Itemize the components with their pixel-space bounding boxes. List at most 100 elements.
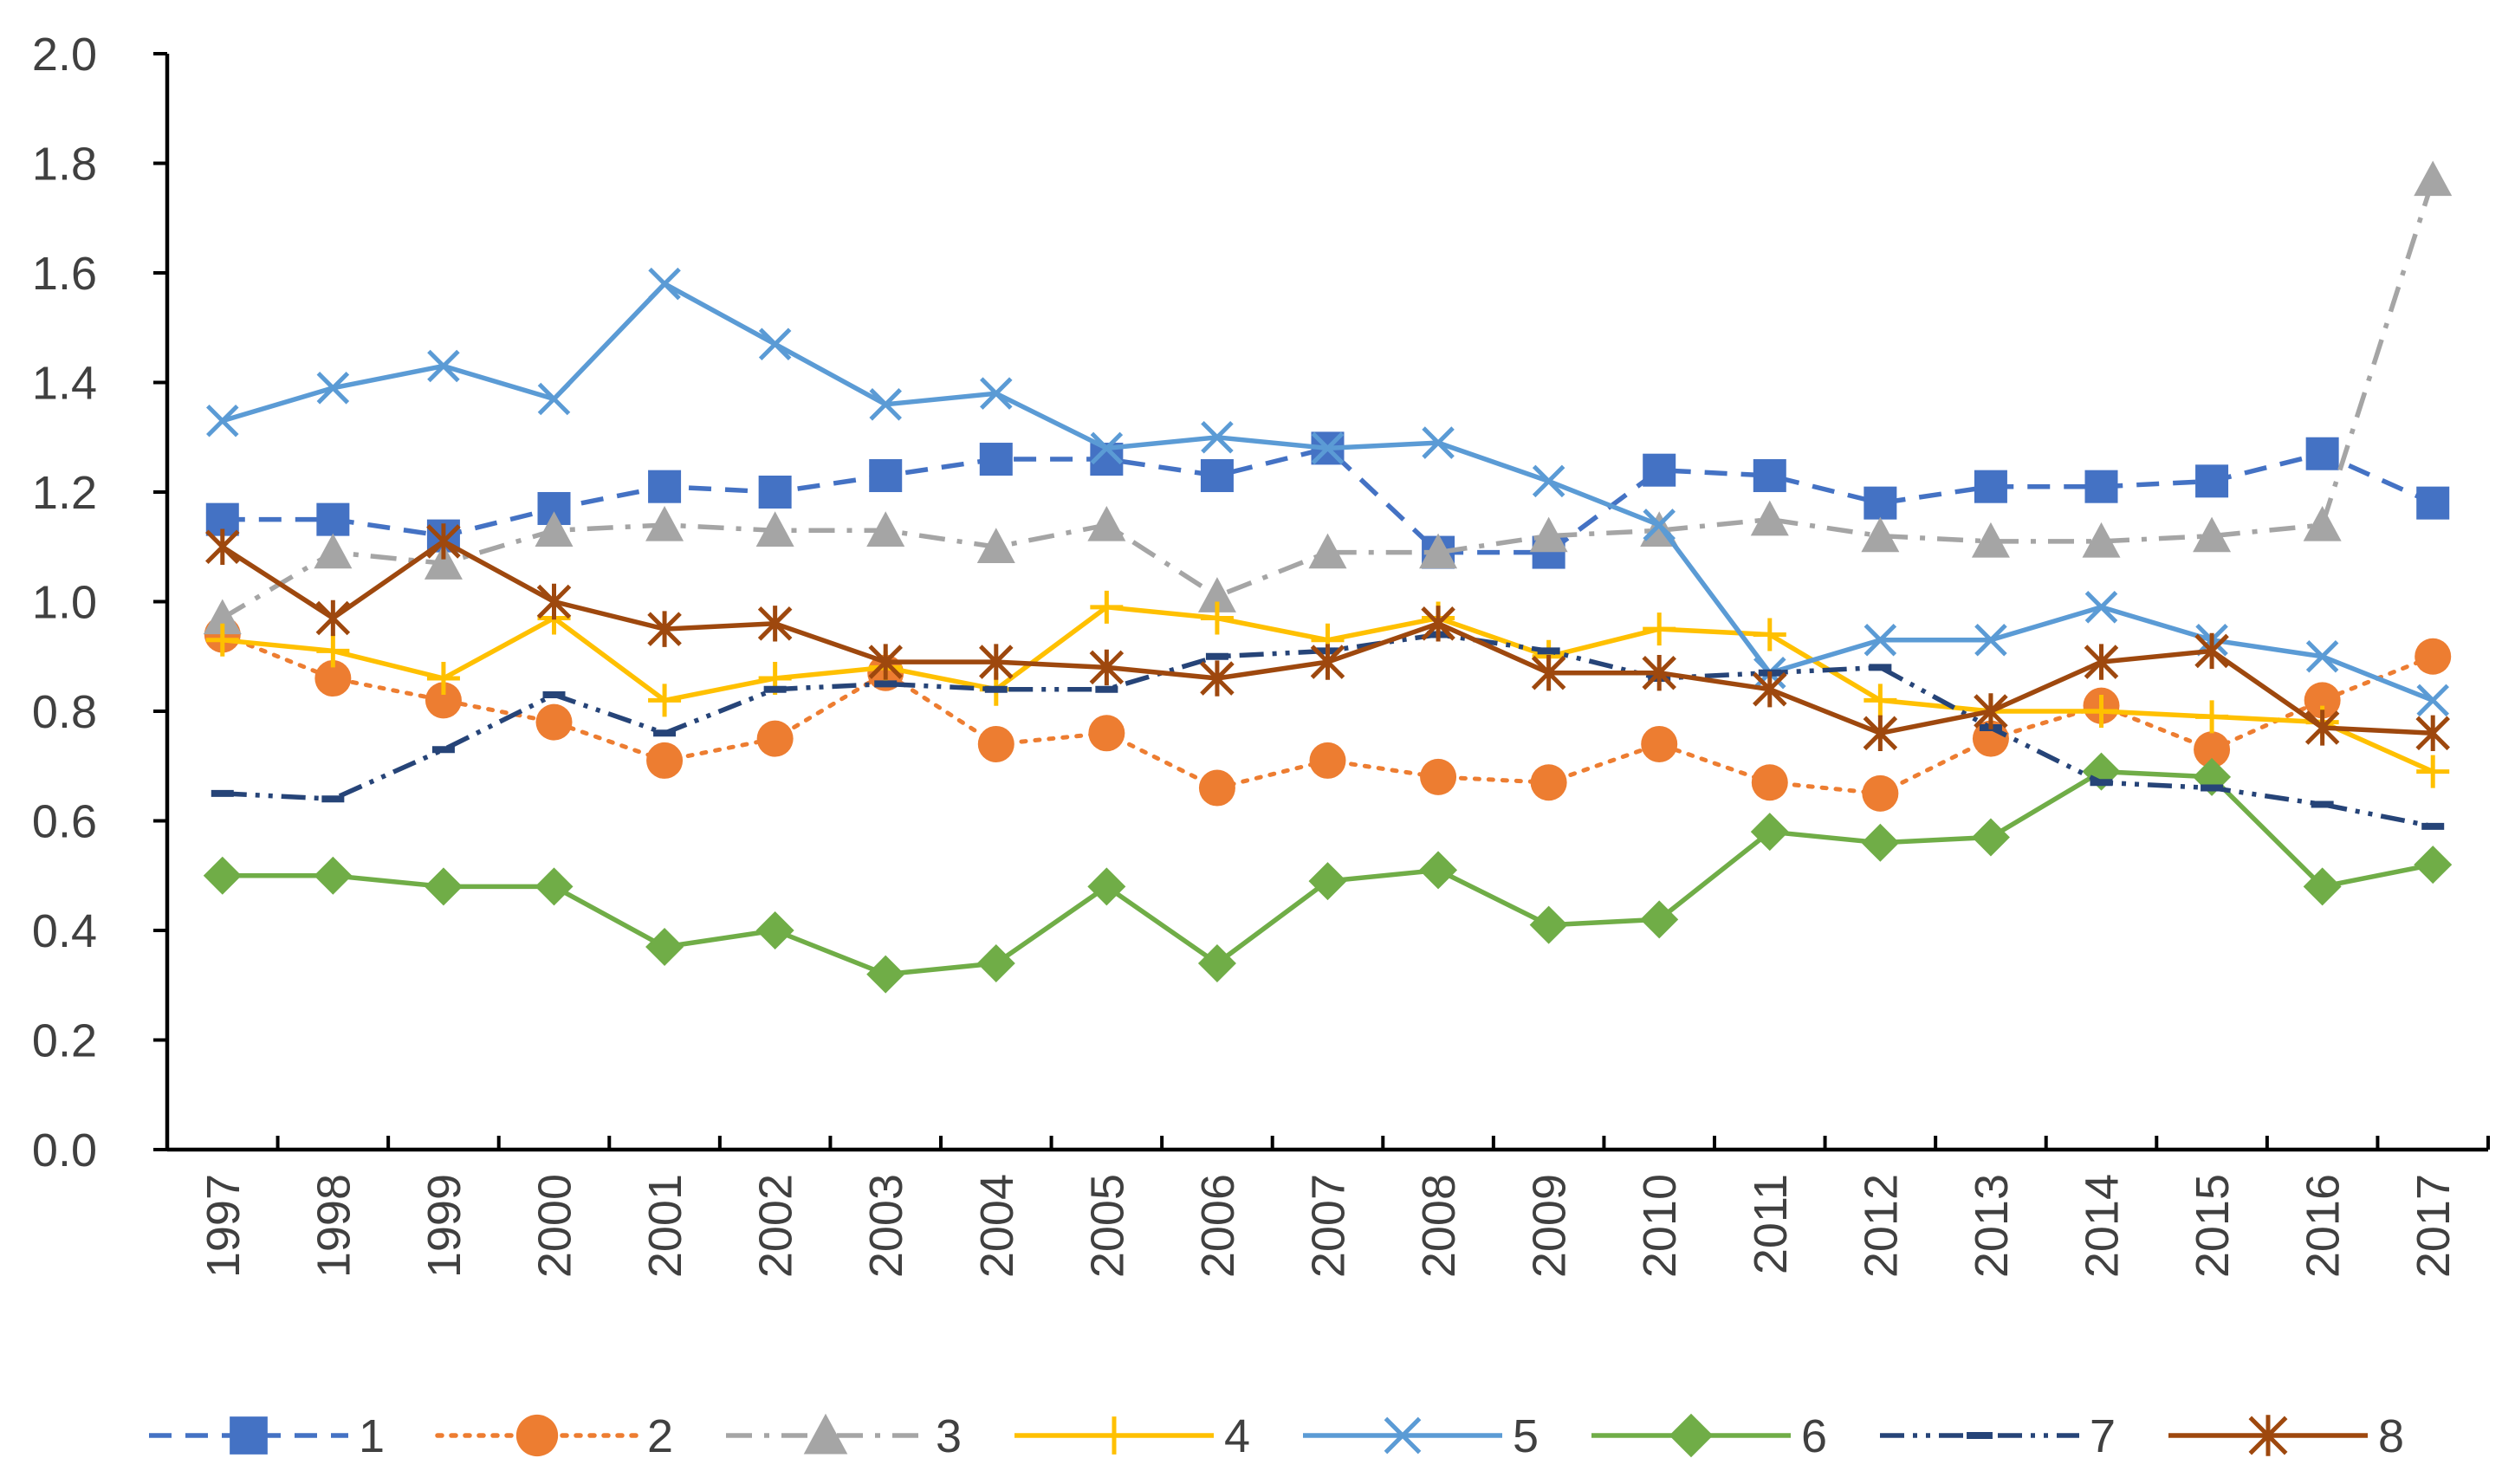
data-point-1-2002 bbox=[758, 476, 792, 509]
data-point-8-2014 bbox=[2084, 644, 2119, 680]
data-point-1-2006 bbox=[1200, 459, 1234, 493]
legend-item-2: 2 bbox=[435, 1410, 673, 1462]
data-point-8-2017 bbox=[2415, 715, 2450, 751]
data-point-8-1997 bbox=[205, 528, 240, 565]
data-point-2-2017 bbox=[2415, 638, 2452, 675]
data-point-4-2015 bbox=[2195, 700, 2229, 734]
data-point-8-2007 bbox=[1310, 644, 1345, 680]
data-point-4-2010 bbox=[1643, 612, 1676, 646]
data-point-8-2004 bbox=[979, 644, 1014, 680]
x-tick-label: 2009 bbox=[1524, 1174, 1576, 1278]
data-point-5-1998 bbox=[316, 372, 350, 405]
x-tick-label: 2012 bbox=[1855, 1174, 1907, 1278]
legend-item-4: 4 bbox=[1014, 1410, 1250, 1462]
x-tick-label: 2017 bbox=[2408, 1174, 2460, 1278]
data-point-6-2002 bbox=[755, 911, 794, 949]
y-tick-label: 0.6 bbox=[32, 796, 97, 848]
legend-item-8: 8 bbox=[2168, 1410, 2404, 1462]
legend-item-6: 6 bbox=[1591, 1410, 1827, 1462]
y-tick-label: 1.0 bbox=[32, 577, 97, 629]
data-point-3-2005 bbox=[1087, 505, 1126, 541]
data-point-6-2009 bbox=[1529, 905, 1568, 944]
y-tick-label: 2.0 bbox=[32, 29, 97, 81]
data-point-1-2001 bbox=[648, 470, 682, 503]
legend-marker-6 bbox=[1669, 1413, 1714, 1458]
data-point-2-2010 bbox=[1641, 725, 1678, 762]
data-point-1-2003 bbox=[869, 459, 903, 493]
series-5 bbox=[206, 267, 2449, 717]
data-point-8-2011 bbox=[1753, 671, 1787, 708]
data-point-2-2015 bbox=[2194, 731, 2231, 768]
x-tick-label: 2001 bbox=[639, 1174, 691, 1278]
data-point-8-2012 bbox=[1863, 715, 1898, 751]
data-point-1-2013 bbox=[1974, 470, 2007, 503]
legend-marker-1 bbox=[230, 1416, 268, 1455]
legend-marker-2 bbox=[515, 1414, 559, 1457]
x-tick-label: 2007 bbox=[1303, 1174, 1355, 1278]
x-tick-label: 2016 bbox=[2298, 1174, 2350, 1278]
x-tick-label: 2000 bbox=[529, 1174, 581, 1278]
data-point-1-2004 bbox=[979, 443, 1013, 476]
y-tick-label: 1.6 bbox=[32, 248, 97, 300]
data-point-2-2012 bbox=[1862, 774, 1899, 812]
data-point-6-2005 bbox=[1087, 867, 1126, 906]
data-point-6-2006 bbox=[1197, 943, 1236, 982]
data-point-5-2009 bbox=[1532, 464, 1565, 498]
series-2 bbox=[204, 616, 2452, 812]
data-point-4-1997 bbox=[205, 623, 239, 657]
x-tick-label: 2003 bbox=[860, 1174, 912, 1278]
y-tick-label: 0.4 bbox=[32, 905, 97, 957]
legend-marker-4 bbox=[1095, 1416, 1133, 1455]
legend-item-7: 7 bbox=[1880, 1410, 2116, 1462]
data-point-1-2017 bbox=[2416, 486, 2450, 520]
legend-marker-3 bbox=[803, 1413, 848, 1455]
legend: 1 2 3 4 5 6 7 8 bbox=[149, 1410, 2404, 1462]
data-point-8-2001 bbox=[647, 611, 682, 647]
data-point-8-2006 bbox=[1200, 660, 1235, 697]
x-tick-label: 2005 bbox=[1081, 1174, 1133, 1278]
data-point-4-1998 bbox=[316, 634, 350, 668]
data-point-8-2009 bbox=[1531, 655, 1566, 691]
data-point-5-2017 bbox=[2416, 684, 2449, 717]
data-point-3-2008 bbox=[1419, 533, 1458, 569]
legend-label: 7 bbox=[2090, 1410, 2116, 1462]
legend-item-3: 3 bbox=[726, 1410, 962, 1462]
data-point-3-2002 bbox=[755, 511, 794, 547]
data-point-2-2007 bbox=[1309, 742, 1346, 779]
data-point-2-2011 bbox=[1751, 764, 1788, 801]
data-point-8-2013 bbox=[1974, 693, 2008, 729]
data-point-5-2002 bbox=[758, 327, 792, 360]
data-point-6-2007 bbox=[1308, 862, 1347, 901]
x-tick-label: 1998 bbox=[308, 1174, 360, 1278]
data-point-3-2016 bbox=[2303, 505, 2342, 541]
series-line-3 bbox=[221, 178, 2435, 620]
data-point-2-2004 bbox=[977, 725, 1014, 762]
data-point-5-2012 bbox=[1864, 624, 1897, 657]
legend-label: 1 bbox=[359, 1410, 385, 1462]
data-point-5-2013 bbox=[1974, 624, 2007, 657]
data-point-3-2015 bbox=[2193, 516, 2232, 553]
legend-label: 2 bbox=[647, 1410, 673, 1462]
data-point-5-2000 bbox=[537, 382, 571, 416]
data-point-2-2016 bbox=[2304, 682, 2341, 719]
data-point-6-1999 bbox=[424, 867, 463, 906]
data-point-6-2000 bbox=[535, 867, 574, 906]
legend-item-1: 1 bbox=[149, 1410, 385, 1462]
data-point-8-2016 bbox=[2304, 710, 2340, 746]
x-tick-label: 2014 bbox=[2077, 1174, 2129, 1278]
data-point-8-2015 bbox=[2194, 632, 2229, 670]
data-point-3-1999 bbox=[424, 544, 463, 580]
data-point-3-2017 bbox=[2414, 160, 2453, 197]
data-point-6-2016 bbox=[2303, 867, 2342, 906]
y-tick-label: 0.0 bbox=[32, 1124, 97, 1176]
data-point-3-2007 bbox=[1308, 533, 1347, 569]
x-tick-label: 2010 bbox=[1634, 1174, 1686, 1278]
x-tick-label: 2013 bbox=[1966, 1174, 2018, 1278]
data-point-3-2012 bbox=[1861, 516, 1900, 553]
legend-label: 8 bbox=[2378, 1410, 2404, 1462]
data-point-1-2016 bbox=[2305, 437, 2339, 470]
plot-area bbox=[203, 160, 2453, 994]
data-point-5-2003 bbox=[869, 388, 902, 421]
